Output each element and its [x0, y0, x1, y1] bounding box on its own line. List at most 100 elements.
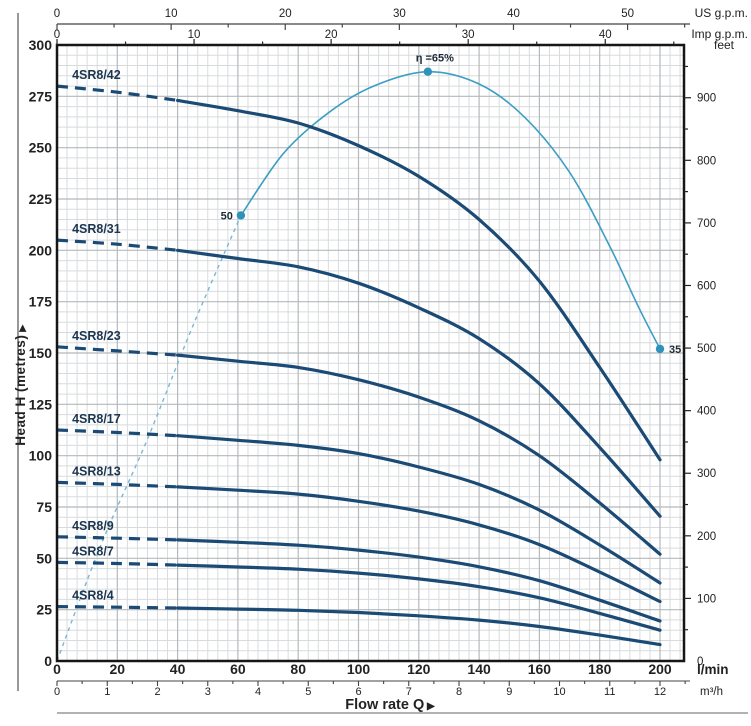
x-tick-lmin: 120 — [407, 661, 431, 677]
pump-curve-4SR8/42 — [56, 84, 662, 462]
pump-curve-4SR8/4 — [56, 605, 662, 647]
pump-curve-dashed — [56, 560, 178, 567]
y-tick-feet: 900 — [697, 93, 716, 105]
efficiency-curve-dashed — [56, 215, 242, 662]
right-arrow-icon: ▶ — [424, 701, 436, 712]
y-tick-feet: 800 — [697, 155, 716, 167]
x-tick-m3h: 2 — [154, 686, 160, 698]
x-tick-lmin: 20 — [110, 661, 126, 677]
pump-curve-dashed — [56, 84, 178, 102]
pump-curve-solid — [176, 434, 662, 585]
up-arrow-icon: ▶ — [17, 324, 27, 335]
imp-gpm-tick-label: 10 — [188, 29, 201, 41]
efficiency-marker-label: 35 — [669, 344, 681, 356]
us-gpm-tick-label: 50 — [621, 8, 634, 20]
efficiency-curve — [56, 67, 665, 662]
y-tick-metres: 50 — [36, 550, 52, 566]
pump-curve-dashed — [56, 605, 178, 610]
x-tick-lmin: 180 — [588, 661, 612, 677]
us-gpm-tick-label: 30 — [393, 8, 406, 20]
x-tick-lmin: 140 — [467, 661, 491, 677]
x-axis-title: Flow rate Q ▶ — [345, 697, 436, 713]
imp-gpm-tick-label: 0 — [54, 29, 60, 41]
pump-curve-dashed — [56, 480, 178, 489]
y-tick-metres: 250 — [29, 140, 53, 156]
x-tick-m3h: 7 — [406, 686, 412, 698]
x-tick-m3h: 6 — [355, 686, 361, 698]
pump-curve-label: 4SR8/17 — [72, 412, 121, 426]
pump-curve-label: 4SR8/23 — [72, 329, 121, 343]
x-tick-m3h: 4 — [255, 686, 261, 698]
pump-curve-dashed — [56, 428, 178, 438]
x-tick-m3h: 3 — [205, 686, 211, 698]
x-tick-m3h: 1 — [104, 686, 110, 698]
x-tick-m3h: 9 — [506, 686, 512, 698]
us-gpm-tick-label: 40 — [507, 8, 520, 20]
y-tick-metres: 100 — [29, 448, 53, 464]
x-tick-m3h: 12 — [654, 686, 666, 698]
pump-curve-4SR8/9 — [56, 535, 662, 623]
y-tick-metres: 175 — [29, 294, 53, 310]
pump-curve-label: 4SR8/7 — [72, 544, 114, 558]
x-tick-m3h: 8 — [456, 686, 462, 698]
pump-curve-label: 4SR8/13 — [72, 464, 121, 478]
y-tick-metres: 25 — [36, 602, 52, 618]
x-tick-m3h: 11 — [604, 686, 615, 698]
us-gpm-tick-label: 10 — [165, 8, 178, 20]
pump-curve-dashed — [56, 535, 178, 542]
efficiency-marker-dot — [655, 344, 665, 354]
y-tick-feet: 600 — [697, 280, 716, 292]
x-tick-lmin: 0 — [53, 661, 61, 677]
y-tick-feet: 100 — [697, 593, 716, 605]
y-tick-metres: 300 — [29, 37, 53, 53]
pump-curve-4SR8/31 — [56, 238, 662, 518]
y-tick-feet: 700 — [697, 218, 716, 230]
grid — [57, 45, 684, 661]
x-tick-m3h: 0 — [54, 686, 60, 698]
x-tick-m3h: 5 — [305, 686, 311, 698]
x-tick-lmin: 40 — [170, 661, 186, 677]
imp-gpm-tick-label: 30 — [462, 29, 475, 41]
y-axis-title: Head H (metres) ▶ — [13, 324, 28, 446]
pump-curve-solid — [176, 485, 662, 604]
efficiency-curve-solid — [240, 70, 661, 350]
x-tick-lmin: 200 — [648, 661, 672, 677]
plot-border — [55, 43, 686, 663]
pump-curve-solid — [176, 563, 662, 632]
us-gpm-unit-label: US g.p.m. — [695, 6, 748, 20]
pump-curve-4SR8/13 — [56, 480, 662, 604]
y-tick-feet: 200 — [697, 531, 716, 543]
pump-curve-label: 4SR8/4 — [72, 589, 114, 603]
imp-gpm-unit-label: Imp g.p.m. — [691, 27, 748, 41]
x-tick-m3h: 10 — [553, 686, 565, 698]
pump-curve-label: 4SR8/9 — [72, 519, 114, 533]
pump-curve-solid — [176, 98, 662, 462]
pump-curve-solid — [176, 606, 662, 647]
y-tick-metres: 75 — [36, 499, 52, 515]
us-gpm-tick-label: 0 — [54, 8, 60, 20]
pump-curve-label: 4SR8/42 — [72, 68, 121, 82]
imp-gpm-tick-label: 40 — [599, 29, 612, 41]
pump-curve-4SR8/17 — [56, 428, 662, 585]
efficiency-peak-label: η =65% — [416, 53, 454, 65]
efficiency-marker-dot — [236, 211, 246, 220]
y-tick-metres: 0 — [44, 653, 52, 669]
x-tick-lmin: 160 — [528, 661, 552, 677]
pump-curve-label: 4SR8/31 — [72, 222, 121, 236]
y-tick-metres: 150 — [29, 345, 53, 361]
y-tick-feet: 500 — [697, 343, 716, 355]
y-tick-metres: 200 — [29, 242, 53, 258]
pump-curve-dashed — [56, 238, 178, 252]
x-tick-lmin: 100 — [347, 661, 371, 677]
y-tick-feet-zero: 0 — [697, 656, 703, 668]
y-tick-metres: 275 — [29, 88, 53, 104]
x-tick-lmin: 80 — [290, 661, 306, 677]
imp-gpm-tick-label: 20 — [325, 29, 338, 41]
m3h-unit-label: m³/h — [700, 686, 723, 698]
y-tick-feet: 300 — [697, 468, 716, 480]
efficiency-marker-label: 50 — [221, 210, 233, 222]
us-gpm-tick-label: 20 — [279, 8, 292, 20]
pump-curve-dashed — [56, 345, 178, 357]
